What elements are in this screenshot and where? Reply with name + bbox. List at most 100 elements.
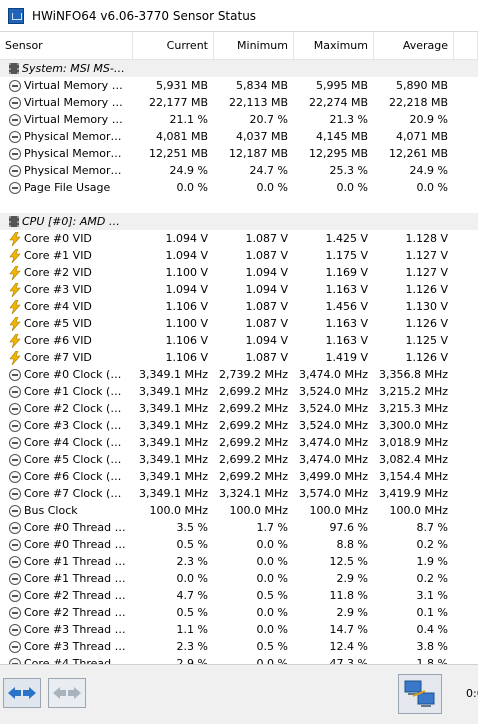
sensor-name-cell[interactable]: Physical Memory Used — [0, 128, 133, 145]
sensor-row: Physical Memory Used 4,081 MB 4,037 MB 4,14… — [0, 128, 478, 145]
sensor-name-cell[interactable]: Core #7 VID — [0, 349, 133, 366]
average-value: 3,215.3 MHz — [378, 402, 448, 415]
sensor-label: Core #3 Thread #1... — [24, 640, 127, 653]
bolt-icon — [9, 350, 21, 365]
sensor-name-cell[interactable]: Core #6 Clock (perf... — [0, 468, 133, 485]
sensor-name-cell[interactable]: Core #3 VID — [0, 281, 133, 298]
sensor-name-cell[interactable]: Physical Memory Load — [0, 162, 133, 179]
sensor-name-cell[interactable]: Core #2 Thread #1... — [0, 604, 133, 621]
sensor-name-cell[interactable]: Core #1 Clock (perf... — [0, 383, 133, 400]
average-value: 100.0 MHz — [389, 504, 448, 517]
sensor-name-cell[interactable]: Core #1 VID — [0, 247, 133, 264]
minimum-value: 1.094 V — [245, 266, 288, 279]
sensor-name-cell[interactable]: Core #0 Thread #1... — [0, 536, 133, 553]
sensor-label: Core #2 VID — [24, 266, 92, 279]
current-value: 24.9 % — [169, 164, 208, 177]
sensor-name-cell[interactable]: Core #3 Thread #0... — [0, 621, 133, 638]
maximum-value: 1.456 V — [325, 300, 368, 313]
minimum-value: 2,699.2 MHz — [218, 402, 288, 415]
minimum-value: 2,739.2 MHz — [218, 368, 288, 381]
current-value: 22,177 MB — [148, 96, 208, 109]
sensor-name-cell[interactable]: Core #0 Clock (perf... — [0, 366, 133, 383]
gauge-icon — [9, 453, 21, 466]
gauge-icon — [9, 419, 21, 432]
current-value: 3,349.1 MHz — [138, 453, 208, 466]
average-value: 1.128 V — [405, 232, 448, 245]
sensor-name-cell[interactable]: Core #5 Clock (perf... — [0, 451, 133, 468]
sensor-name-cell[interactable]: Core #1 Thread #1... — [0, 570, 133, 587]
sensor-name-cell[interactable]: Core #3 Thread #1... — [0, 638, 133, 655]
sensor-label: Core #4 VID — [24, 300, 92, 313]
average-value: 3,215.2 MHz — [378, 385, 448, 398]
sensor-label: Core #7 Clock (perf... — [24, 487, 127, 500]
gauge-icon — [9, 487, 21, 500]
minimum-value — [214, 60, 294, 77]
sensor-row: Core #0 Clock (perf... 3,349.1 MHz 2,739.2… — [0, 366, 478, 383]
sensor-name-cell[interactable]: Core #4 Clock (perf... — [0, 434, 133, 451]
column-header-minimum[interactable]: Minimum — [214, 32, 294, 60]
sensor-name-cell[interactable]: Virtual Memory Avai... — [0, 94, 133, 111]
current-value: 3,349.1 MHz — [138, 419, 208, 432]
gauge-icon — [9, 504, 21, 517]
sensor-name-cell[interactable]: Core #2 Clock (perf... — [0, 400, 133, 417]
sensor-name-cell[interactable]: Core #6 VID — [0, 332, 133, 349]
sensor-name-cell[interactable]: Bus Clock — [0, 502, 133, 519]
current-value: 3,349.1 MHz — [138, 402, 208, 415]
gauge-icon — [9, 521, 21, 534]
bolt-icon — [9, 248, 21, 263]
navigate-forward-button[interactable] — [48, 678, 86, 708]
sensor-name-cell[interactable]: Virtual Memory Com... — [0, 77, 133, 94]
row-spacer — [454, 383, 478, 400]
row-spacer — [454, 400, 478, 417]
sensor-name-cell[interactable]: Core #1 Thread #0... — [0, 553, 133, 570]
row-spacer — [454, 247, 478, 264]
sensor-name-cell[interactable]: Core #7 Clock (perf... — [0, 485, 133, 502]
current-value: 0.5 % — [176, 606, 208, 619]
sensor-name-cell[interactable]: Core #4 Thread #0... — [0, 655, 133, 664]
current-value: 1.100 V — [165, 317, 208, 330]
sensor-row: Core #1 Clock (perf... 3,349.1 MHz 2,699.2… — [0, 383, 478, 400]
current-value: 1.106 V — [165, 300, 208, 313]
sensor-name-cell[interactable]: Core #0 VID — [0, 230, 133, 247]
maximum-value: 1.163 V — [325, 283, 368, 296]
row-spacer — [454, 111, 478, 128]
current-value: 3,349.1 MHz — [138, 470, 208, 483]
average-value: 3,082.4 MHz — [378, 453, 448, 466]
average-value: 12,261 MB — [388, 147, 448, 160]
maximum-value: 25.3 % — [329, 164, 368, 177]
average-value: 0.4 % — [416, 623, 448, 636]
sensor-label: Virtual Memory Com... — [24, 79, 127, 92]
network-sensors-button[interactable] — [398, 674, 442, 714]
minimum-value: 0.5 % — [256, 589, 288, 602]
column-header-current[interactable]: Current — [133, 32, 214, 60]
sensor-name-cell[interactable]: Core #5 VID — [0, 315, 133, 332]
sensor-row: Core #2 VID 1.100 V 1.094 V 1.169 V 1.127 V — [0, 264, 478, 281]
sensor-label: Core #3 Clock (perf... — [24, 419, 127, 432]
sensor-name-cell[interactable]: Core #2 Thread #0... — [0, 587, 133, 604]
minimum-value: 1.087 V — [245, 317, 288, 330]
gauge-icon — [9, 181, 21, 194]
current-value — [133, 213, 214, 230]
sensor-name-cell[interactable]: Core #4 VID — [0, 298, 133, 315]
sensor-name-cell[interactable]: Core #2 VID — [0, 264, 133, 281]
sensor-name-cell[interactable]: Virtual Memory Load — [0, 111, 133, 128]
sensor-label: Core #0 VID — [24, 232, 92, 245]
navigate-back-button[interactable] — [3, 678, 41, 708]
sensor-name-cell[interactable]: Page File Usage — [0, 179, 133, 196]
sensor-name-cell[interactable]: Core #0 Thread #0... — [0, 519, 133, 536]
maximum-value: 3,574.0 MHz — [298, 487, 368, 500]
current-value: 1.100 V — [165, 266, 208, 279]
average-value: 4,071 MB — [395, 130, 448, 143]
row-spacer — [454, 417, 478, 434]
column-header-average[interactable]: Average — [374, 32, 454, 60]
sensor-name-cell[interactable]: System: MSI MS-7B86 — [0, 60, 133, 77]
column-header-sensor[interactable]: Sensor — [0, 32, 133, 60]
column-header-maximum[interactable]: Maximum — [294, 32, 374, 60]
sensor-name-cell[interactable]: Physical Memory Av... — [0, 145, 133, 162]
current-value: 100.0 MHz — [149, 504, 208, 517]
sensor-name-cell[interactable]: Core #3 Clock (perf... — [0, 417, 133, 434]
row-spacer — [454, 638, 478, 655]
gauge-icon — [9, 640, 21, 653]
sensor-name-cell[interactable]: CPU [#0]: AMD Ryz... — [0, 213, 133, 230]
row-spacer — [454, 485, 478, 502]
